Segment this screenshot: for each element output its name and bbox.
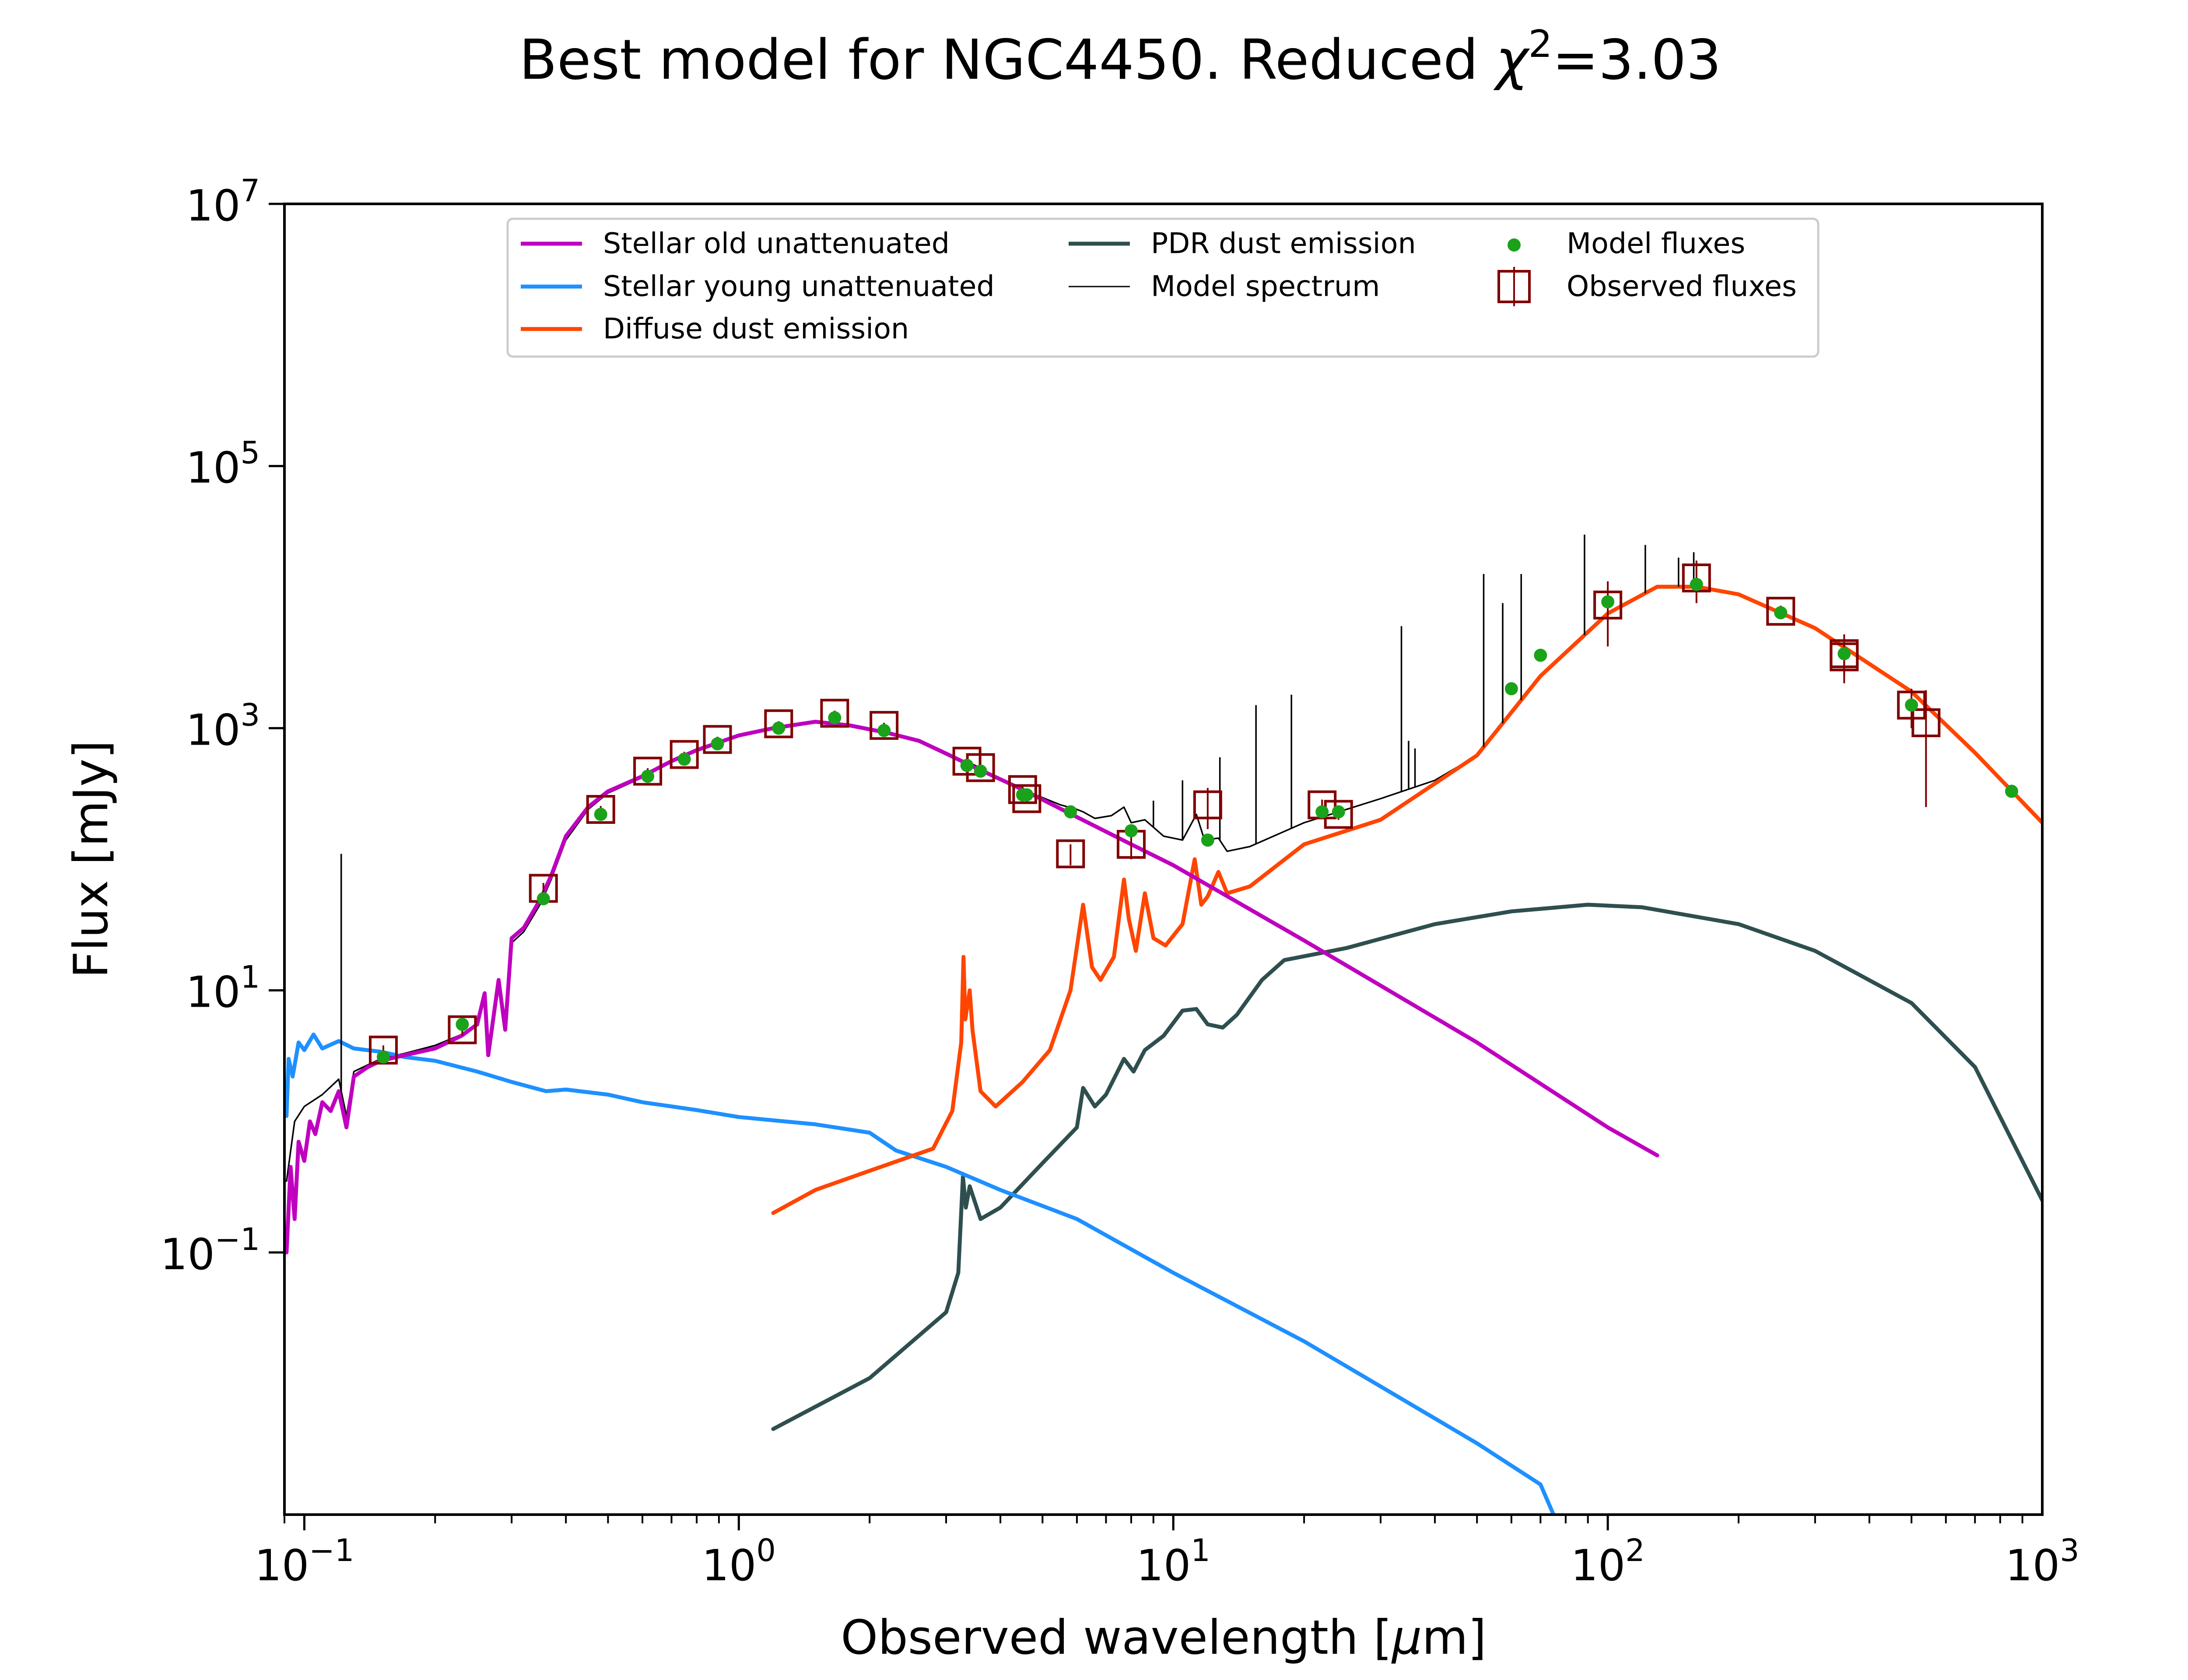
series-line-diffuse-dust	[771, 584, 2042, 1215]
x-tick-label: 100	[702, 1533, 776, 1591]
observed-flux-marker	[670, 740, 699, 769]
y-tick-label: 103	[186, 697, 260, 755]
legend-label-diffuse-dust: Diffuse dust emission	[603, 313, 909, 346]
model-flux-point	[974, 764, 987, 778]
observed-flux-marker	[1012, 784, 1041, 813]
model-flux-point	[877, 724, 891, 737]
x-tick-label: 103	[2005, 1533, 2079, 1591]
legend: Stellar old unattenuated Stellar young u…	[506, 217, 1820, 358]
model-flux-point	[772, 721, 785, 735]
model-flux-point	[1690, 578, 1703, 591]
model-flux-point	[456, 1018, 469, 1031]
chart-title: Best model for NGC4450. Reduced χ2=3.03	[519, 22, 1722, 92]
model-flux-point	[1315, 805, 1329, 819]
y-tick-label: 107	[186, 173, 260, 231]
model-flux-point	[1601, 595, 1615, 609]
observed-flux-marker	[1897, 690, 1926, 720]
model-flux-point	[376, 1050, 390, 1064]
legend-label-pdr-dust: PDR dust emission	[1151, 228, 1416, 260]
observed-flux-marker	[870, 711, 899, 740]
x-axis-label: Observed wavelength [μm]	[841, 1610, 1487, 1665]
series-line-pdr-dust	[771, 903, 2042, 1431]
model-flux-point	[711, 737, 724, 751]
model-flux-point	[1332, 805, 1345, 819]
observed-flux-marker	[1682, 564, 1711, 593]
observed-flux-marker	[820, 699, 849, 728]
y-tick-label: 10−1	[160, 1222, 260, 1280]
model-flux-point	[677, 752, 691, 766]
model-flux-point	[960, 759, 974, 772]
model-flux-point	[1774, 606, 1788, 620]
legend-label-stellar-old: Stellar old unattenuated	[603, 228, 950, 260]
model-flux-point	[828, 711, 842, 724]
model-fluxes-layer	[376, 578, 2018, 1064]
observed-flux-marker	[1593, 590, 1623, 620]
ticks-layer: 10−1 100 101 102 103 10−1 101 103 105 107	[160, 173, 2079, 1591]
observed-flux-marker	[1830, 642, 1859, 672]
series-line-stellar-young	[284, 1032, 1556, 1515]
observed-flux-marker	[1911, 708, 1941, 737]
observed-flux-marker	[633, 756, 663, 786]
model-flux-point	[1201, 833, 1214, 847]
legend-label-model-spectrum: Model spectrum	[1151, 270, 1380, 303]
model-flux-point	[641, 770, 655, 783]
x-tick-label: 101	[1136, 1533, 1210, 1591]
observed-flux-marker	[1056, 839, 1085, 868]
observed-flux-marker	[1193, 790, 1222, 819]
model-flux-point	[536, 892, 550, 906]
series-layer	[284, 584, 2042, 1515]
model-flux-point	[1020, 788, 1034, 802]
y-tick-label: 105	[186, 435, 260, 493]
x-tick-label: 10−1	[254, 1533, 354, 1591]
plot-frame	[283, 203, 2044, 1516]
legend-marker-model-fluxes	[1508, 238, 1521, 252]
legend-label-stellar-young: Stellar young unattenuated	[603, 270, 995, 303]
model-flux-point	[1837, 647, 1851, 661]
model-flux-point	[2005, 784, 2018, 798]
observed-flux-marker	[764, 709, 793, 738]
legend-label-model-fluxes: Model fluxes	[1567, 228, 1745, 260]
legend-box	[506, 217, 1820, 358]
emission-lines-layer	[340, 534, 1695, 1091]
y-tick-label: 101	[186, 959, 260, 1018]
model-flux-point	[1905, 698, 1918, 712]
x-tick-label: 102	[1571, 1533, 1645, 1591]
observed-flux-marker	[448, 1015, 477, 1044]
model-flux-point	[594, 808, 607, 821]
model-flux-point	[1504, 682, 1518, 696]
legend-label-observed-fluxes: Observed fluxes	[1567, 270, 1797, 303]
observed-flux-marker	[703, 725, 732, 754]
observed-flux-marker	[1008, 775, 1037, 804]
observed-flux-marker	[1766, 597, 1795, 626]
y-axis-label: Flux [mJy]	[64, 740, 119, 978]
model-flux-point	[1124, 824, 1138, 837]
model-flux-point	[1064, 805, 1077, 819]
model-flux-point	[1534, 648, 1547, 662]
observed-flux-marker	[586, 795, 615, 824]
